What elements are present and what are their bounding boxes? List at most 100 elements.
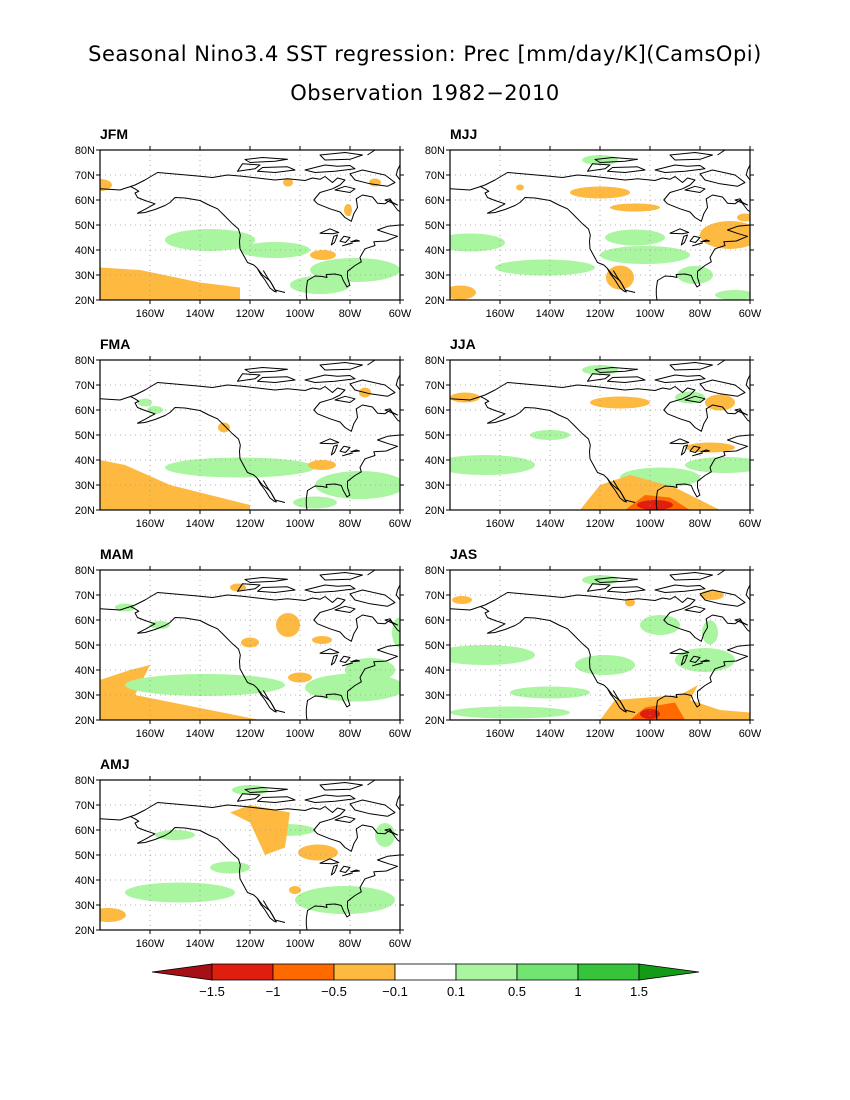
precip-anomaly-region: [210, 861, 250, 874]
latitude-tick-label: 40N: [75, 665, 95, 677]
precip-anomaly-region: [702, 620, 718, 645]
precip-anomaly-region: [100, 908, 126, 922]
panel-label: AMJ: [100, 756, 130, 772]
precip-anomaly-region: [516, 184, 524, 191]
longitude-tick-label: 120W: [236, 308, 265, 320]
precip-anomaly-region: [450, 285, 476, 300]
precip-anomaly-region: [150, 621, 170, 629]
map-panel-jfm: JFM 80N 70N 60N 50N 40N 30N 20N 160W 140W 120W 100…: [75, 126, 450, 350]
longitude-tick-label: 140W: [536, 308, 565, 320]
precip-anomaly-region: [125, 674, 285, 696]
precip-anomaly-region: [276, 613, 300, 637]
colorbar-tick-label: 0.1: [447, 984, 465, 999]
great-lake-outline: [692, 452, 703, 457]
great-lake-outline: [689, 445, 701, 453]
longitude-tick-label: 100W: [636, 728, 665, 740]
regression-map: 80N 70N 60N 50N 40N 30N 20N 160W 140W 120W 100W 80W…: [425, 565, 762, 740]
great-lake-outline: [330, 864, 338, 876]
precip-anomaly-region: [450, 455, 535, 475]
longitude-tick-label: 160W: [486, 728, 515, 740]
colorbar-swatch: [638, 963, 700, 981]
map-panel-jas: JAS 80N 70N 60N 50N 40N 30N 20N 160W 140W 120W 100…: [425, 546, 800, 770]
great-lake-outline: [330, 654, 338, 666]
great-lake-outline: [350, 239, 360, 243]
map-gridlines: [100, 570, 400, 720]
great-lake-outline: [350, 659, 360, 663]
longitude-tick-label: 140W: [186, 518, 215, 530]
latitude-tick-label: 40N: [425, 455, 445, 467]
great-lake-outline: [689, 655, 701, 663]
precip-anomaly-region: [283, 178, 293, 187]
colorbar-tick-label: −1: [266, 984, 281, 999]
precip-anomaly-region: [315, 471, 400, 499]
precip-anomaly-region: [737, 213, 750, 222]
latitude-tick-label: 70N: [425, 380, 445, 392]
latitude-tick-label: 50N: [75, 220, 95, 232]
latitude-tick-label: 20N: [425, 715, 445, 727]
map-panel-mam: MAM 80N 70N 60N 50N 40N 30N 20N 160W 140W 120W 100…: [75, 546, 450, 770]
latitude-tick-label: 40N: [75, 875, 95, 887]
precip-anomaly-region: [675, 391, 705, 404]
colorbar-swatch: [211, 963, 274, 981]
precip-anomaly-region: [165, 457, 315, 478]
great-lake-outline: [339, 445, 351, 453]
great-lake-outline: [342, 452, 353, 457]
colorbar-tick-label: −0.5: [321, 984, 347, 999]
latitude-tick-label: 60N: [425, 195, 445, 207]
latitude-tick-label: 80N: [425, 565, 445, 577]
colorbar-swatch: [455, 963, 518, 981]
precip-anomaly-region: [312, 636, 332, 644]
regression-map: 80N 70N 60N 50N 40N 30N 20N 160W 140W 120W 100W 80W…: [75, 565, 412, 740]
longitude-tick-label: 80W: [339, 938, 362, 950]
precip-anomaly-region: [310, 250, 336, 260]
great-lake-outline: [700, 659, 710, 663]
great-lake-outline: [350, 449, 360, 453]
longitude-tick-label: 160W: [486, 308, 515, 320]
longitude-tick-label: 120W: [586, 728, 615, 740]
precip-anomaly-region: [685, 457, 750, 473]
map-gridlines: [100, 360, 400, 510]
colorbar-tick-label: 1: [574, 984, 581, 999]
latitude-tick-label: 60N: [425, 615, 445, 627]
colorbar-tick-label: −1.5: [199, 984, 225, 999]
colorbar-swatch: [272, 963, 335, 981]
longitude-tick-label: 60W: [739, 518, 762, 530]
panel-label: MAM: [100, 546, 134, 562]
figure-subtitle: Observation 1982−2010: [290, 81, 560, 105]
precip-anomaly-region: [160, 275, 200, 295]
map-panel-fma: FMA 80N 70N 60N 50N 40N 30N 20N 160W 140W 120W 100…: [75, 336, 450, 560]
great-lake-outline: [330, 444, 338, 456]
latitude-tick-label: 30N: [75, 270, 95, 282]
precip-anomaly-region: [715, 290, 750, 300]
precip-anomaly-region: [100, 179, 112, 191]
great-lake-outline: [319, 438, 340, 445]
longitude-tick-label: 100W: [286, 728, 315, 740]
coastlines: [100, 570, 400, 720]
map-gridlines: [100, 780, 400, 930]
latitude-tick-label: 30N: [425, 270, 445, 282]
longitude-tick-label: 100W: [636, 308, 665, 320]
precip-anomaly-region: [705, 394, 735, 411]
map-gridlines: [450, 360, 750, 510]
great-lake-outline: [680, 444, 688, 456]
precip-anomaly-region: [298, 844, 338, 861]
latitude-tick-label: 80N: [75, 145, 95, 157]
longitude-tick-label: 160W: [136, 728, 165, 740]
latitude-tick-label: 60N: [75, 825, 95, 837]
great-lake-outline: [689, 235, 701, 243]
longitude-tick-label: 120W: [236, 938, 265, 950]
precip-anomaly-region: [293, 496, 337, 509]
colorbar-swatch: [516, 963, 579, 981]
latitude-tick-label: 70N: [75, 170, 95, 182]
longitude-tick-label: 60W: [389, 728, 412, 740]
colorbar-swatch: [577, 963, 640, 981]
panel-label: MJJ: [450, 126, 478, 142]
coastlines: [450, 360, 750, 510]
panel-label: JJA: [450, 336, 476, 352]
precip-anomaly-region: [495, 259, 595, 276]
colorbar-tick-label: 0.5: [508, 984, 526, 999]
latitude-tick-label: 40N: [75, 245, 95, 257]
colorbar-swatch: [394, 963, 457, 981]
latitude-tick-label: 30N: [75, 900, 95, 912]
longitude-tick-label: 120W: [586, 308, 615, 320]
